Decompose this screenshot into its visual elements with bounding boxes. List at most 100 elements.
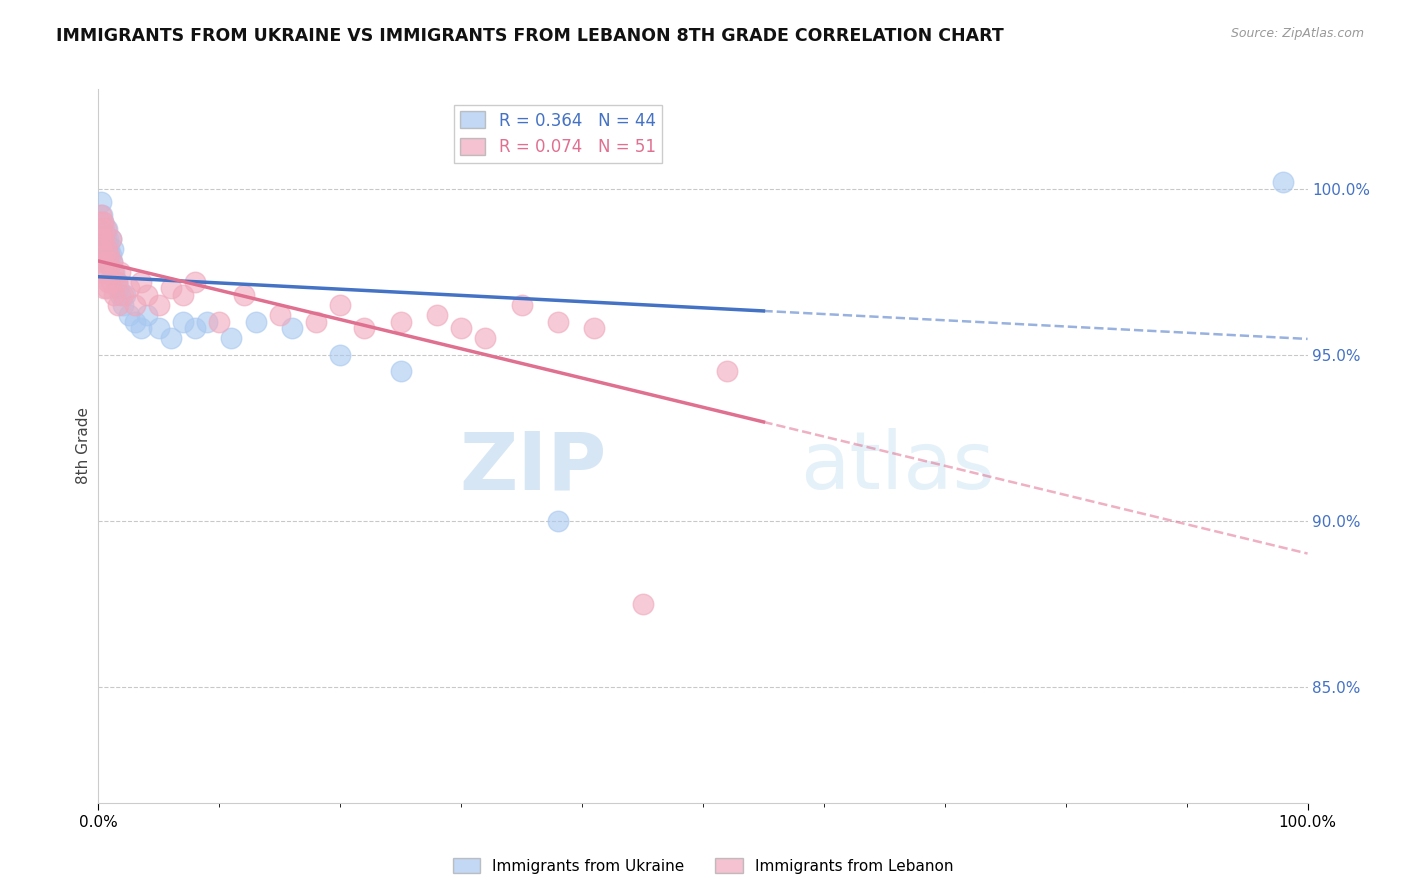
Point [101,265,124,279]
Point [172,314,194,328]
Point [94,265,117,279]
Point [91,242,114,256]
Point [108,288,131,302]
Legend: R = 0.364   N = 44, R = 0.074   N = 51: R = 0.364 N = 44, R = 0.074 N = 51 [454,104,662,162]
Point [111,288,134,302]
Point [91,235,114,249]
Point [474,331,496,345]
Point [100,248,122,262]
Point [103,265,125,279]
Point [94,231,117,245]
Point [716,364,738,378]
Text: Source: ZipAtlas.com: Source: ZipAtlas.com [1230,27,1364,40]
Point [208,314,231,328]
Point [89,215,111,229]
Point [94,248,117,262]
Point [107,281,129,295]
Point [172,288,194,302]
Y-axis label: 8th Grade: 8th Grade [76,408,91,484]
Point [96,242,118,256]
Point [118,281,141,295]
Point [91,215,114,229]
Point [96,221,118,235]
Point [90,208,112,222]
Point [426,308,449,322]
Point [353,321,375,335]
Point [91,231,114,245]
Point [96,242,118,256]
Point [148,298,170,312]
Point [135,288,157,302]
Point [108,265,131,279]
Point [160,281,183,295]
Text: ZIP: ZIP [458,428,606,507]
Point [91,208,114,222]
Point [100,231,122,245]
Point [114,288,136,302]
Point [510,298,533,312]
Point [97,254,120,268]
Point [129,321,152,335]
Point [195,314,218,328]
Point [547,314,569,328]
Point [93,248,115,262]
Point [450,321,472,335]
Point [91,215,114,229]
Point [89,221,111,235]
Point [101,242,124,256]
Point [107,298,129,312]
Point [269,308,291,322]
Point [97,254,120,268]
Text: atlas: atlas [800,428,994,507]
Point [100,254,122,268]
Point [94,221,117,235]
Point [90,242,112,256]
Point [245,314,267,328]
Point [232,288,254,302]
Point [93,231,115,245]
Point [93,242,115,256]
Point [96,281,118,295]
Point [281,321,304,335]
Point [91,265,114,279]
Point [118,308,141,322]
Point [91,221,114,235]
Point [160,331,183,345]
Point [97,231,120,245]
Point [547,514,569,528]
Point [90,231,112,245]
Text: IMMIGRANTS FROM UKRAINE VS IMMIGRANTS FROM LEBANON 8TH GRADE CORRELATION CHART: IMMIGRANTS FROM UKRAINE VS IMMIGRANTS FR… [56,27,1004,45]
Point [583,321,606,335]
Point [329,348,352,362]
Point [389,364,412,378]
Point [98,242,121,256]
Point [97,275,120,289]
Point [100,275,122,289]
Point [90,195,112,210]
Point [184,275,207,289]
Point [124,314,146,328]
Point [100,254,122,268]
Point [91,221,114,235]
Point [1272,175,1295,189]
Point [124,298,146,312]
Point [129,275,152,289]
Point [305,314,328,328]
Point [389,314,412,328]
Point [184,321,207,335]
Point [105,275,128,289]
Point [93,254,115,268]
Point [93,281,115,295]
Point [135,308,157,322]
Point [105,275,128,289]
Point [100,231,122,245]
Point [148,321,170,335]
Point [631,597,654,611]
Point [221,331,243,345]
Point [91,254,114,268]
Point [89,231,111,245]
Point [98,248,121,262]
Point [111,298,134,312]
Legend: Immigrants from Ukraine, Immigrants from Lebanon: Immigrants from Ukraine, Immigrants from… [447,852,959,880]
Point [103,288,125,302]
